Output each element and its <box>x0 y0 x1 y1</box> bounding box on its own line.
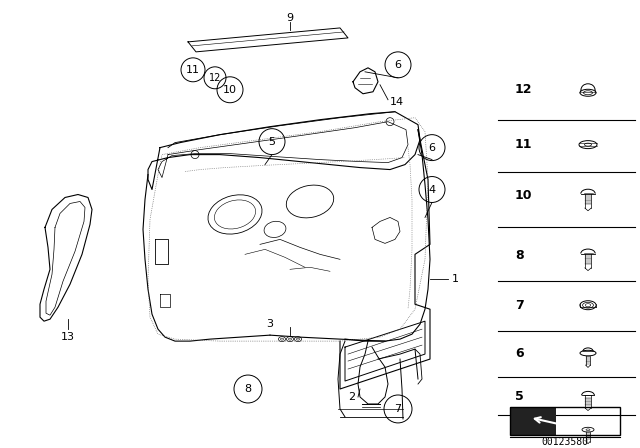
Text: 6: 6 <box>429 142 435 153</box>
Text: 11: 11 <box>186 65 200 75</box>
Text: 9: 9 <box>287 13 294 23</box>
Text: 13: 13 <box>61 332 75 342</box>
Text: 2: 2 <box>348 392 355 402</box>
Text: 8: 8 <box>515 249 524 262</box>
Text: 14: 14 <box>390 97 404 107</box>
Text: 6: 6 <box>515 347 524 360</box>
Bar <box>510 407 556 435</box>
Text: 5: 5 <box>515 391 524 404</box>
Text: 5: 5 <box>269 137 275 146</box>
Text: 6: 6 <box>394 60 401 70</box>
Text: 3: 3 <box>266 319 273 329</box>
Text: 1: 1 <box>452 274 459 284</box>
Text: 7: 7 <box>515 299 524 312</box>
Text: 10: 10 <box>223 85 237 95</box>
Text: 7: 7 <box>394 404 401 414</box>
Text: 10: 10 <box>515 189 532 202</box>
Text: 00123580: 00123580 <box>541 437 589 447</box>
Text: 4: 4 <box>515 422 524 435</box>
Text: 12: 12 <box>209 73 221 83</box>
Bar <box>510 407 620 435</box>
Text: 8: 8 <box>244 384 252 394</box>
Text: 4: 4 <box>428 185 436 194</box>
Text: 11: 11 <box>515 138 532 151</box>
Text: 12: 12 <box>515 83 532 96</box>
